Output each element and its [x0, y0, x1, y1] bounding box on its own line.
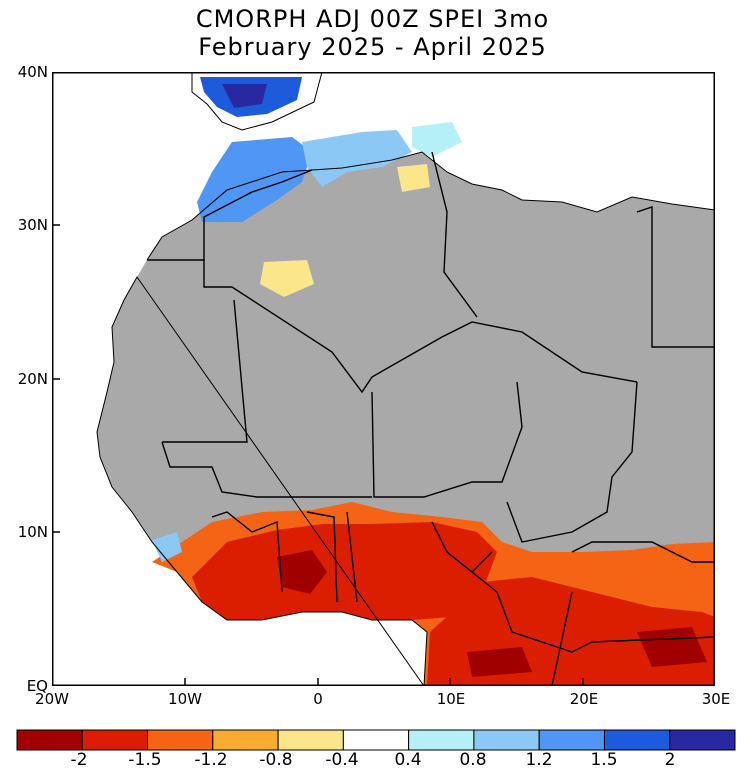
lat-label-10n: 10N	[17, 523, 48, 541]
lon-label-10e: 10E	[436, 690, 466, 708]
wet-morocco	[197, 137, 312, 222]
colorbar-swatch	[81, 729, 149, 751]
drought-extreme-3	[637, 627, 707, 667]
colorbar-label: -1.2	[194, 750, 228, 770]
spei-map	[52, 72, 715, 686]
lon-label-20w: 20W	[35, 690, 69, 708]
colorbar-swatch	[408, 729, 475, 751]
colorbar-label: -1.5	[128, 750, 162, 770]
colorbar-label: -2	[70, 750, 88, 770]
dry-patch-sahara	[260, 260, 314, 297]
colorbar-swatch	[538, 729, 605, 751]
wet-algeria	[412, 122, 462, 157]
lat-label-40n: 40N	[17, 63, 48, 81]
lon-label-20e: 20E	[569, 690, 599, 708]
colorbar-label: -0.4	[325, 750, 359, 770]
colorbar-swatch	[669, 729, 736, 751]
colorbar-label: 0.4	[394, 750, 422, 770]
colorbar-swatch	[603, 729, 671, 751]
colorbar-swatch	[212, 729, 279, 751]
colorbar-swatch	[342, 729, 410, 751]
colorbar-swatch	[147, 729, 214, 751]
lat-label-eq: EQ	[26, 677, 48, 695]
colorbar-swatch	[277, 729, 344, 751]
lon-label-10w: 10W	[168, 690, 202, 708]
country-borders	[147, 151, 715, 686]
lat-label-30n: 30N	[17, 216, 48, 234]
title-line-1: CMORPH ADJ 00Z SPEI 3mo	[195, 5, 550, 33]
wet-iberia-core	[222, 84, 267, 108]
colorbar-label: 0.8	[459, 750, 487, 770]
colorbar	[16, 729, 736, 751]
map-frame	[52, 72, 715, 686]
coastline	[96, 151, 715, 686]
dry-patch-north	[397, 164, 430, 192]
drought-core-west	[192, 522, 497, 620]
colorbar-swatch	[16, 729, 83, 751]
colorbar-swatch	[473, 729, 540, 751]
drought-extreme-1	[277, 550, 327, 594]
lon-label-30e: 30E	[701, 690, 731, 708]
lon-label-0: 0	[313, 690, 323, 708]
wet-guinea	[152, 532, 182, 562]
title-line-2: February 2025 - April 2025	[198, 33, 547, 61]
colorbar-label: 1.5	[590, 750, 618, 770]
drought-extreme-2	[467, 647, 532, 677]
colorbar-swatches	[16, 729, 736, 751]
colorbar-label: -0.8	[259, 750, 293, 770]
wet-morocco-light	[302, 130, 412, 187]
lat-label-20n: 20N	[17, 370, 48, 388]
colorbar-label: 2	[664, 750, 676, 770]
colorbar-label: 1.2	[525, 750, 553, 770]
